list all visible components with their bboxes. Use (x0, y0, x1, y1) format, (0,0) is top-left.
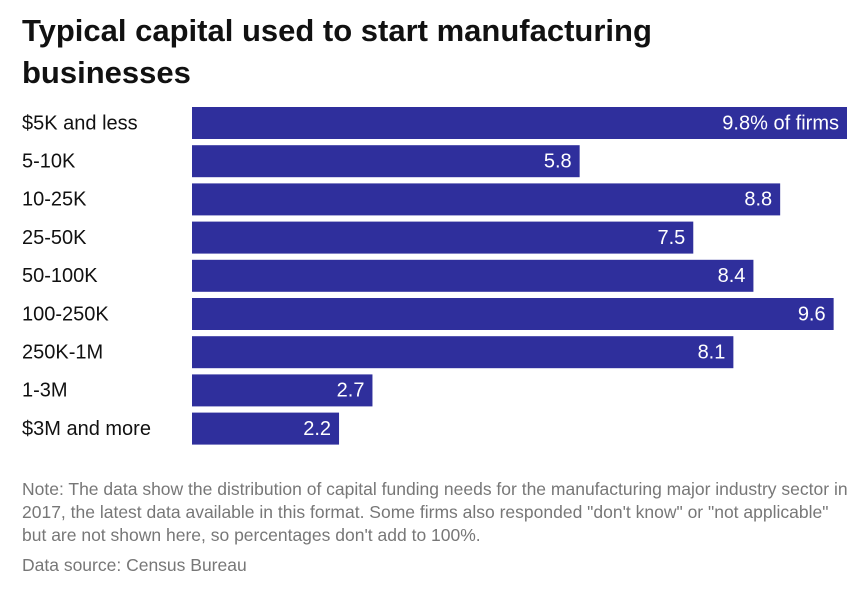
category-label: $3M and more (22, 418, 151, 440)
value-label: 7.5 (657, 227, 685, 249)
category-label: 1-3M (22, 380, 68, 402)
bar (192, 374, 373, 407)
category-label: 5-10K (22, 150, 76, 172)
bar (192, 107, 847, 139)
value-label: 5.8 (544, 150, 572, 172)
bar (192, 336, 734, 369)
category-label: $5K and less (22, 112, 138, 134)
category-label: 250K-1M (22, 341, 103, 363)
chart-title: Typical capital used to start manufactur… (22, 13, 652, 90)
value-label: 2.2 (303, 418, 331, 440)
category-label: 50-100K (22, 265, 98, 287)
chart: $5K and less 9.8% of firms 5-10K 5.8 10-25K 8… (22, 107, 847, 445)
category-label: 10-25K (22, 189, 87, 211)
bar (192, 259, 754, 292)
note: Note: The data show the distribution of … (22, 479, 848, 545)
value-label: 9.8% of firms (722, 112, 839, 134)
bar (192, 145, 580, 178)
value-label: 8.4 (718, 265, 746, 287)
category-label: 25-50K (22, 227, 87, 249)
value-label: 9.6 (798, 303, 826, 325)
bar (192, 298, 834, 330)
value-label: 8.1 (698, 341, 726, 363)
value-label: 2.7 (337, 380, 365, 402)
category-label: 100-250K (22, 303, 109, 325)
bar (192, 221, 694, 254)
bar (192, 412, 340, 445)
source: Data source: Census Bureau (22, 555, 247, 575)
value-label: 8.8 (744, 189, 772, 211)
bar (192, 183, 781, 216)
